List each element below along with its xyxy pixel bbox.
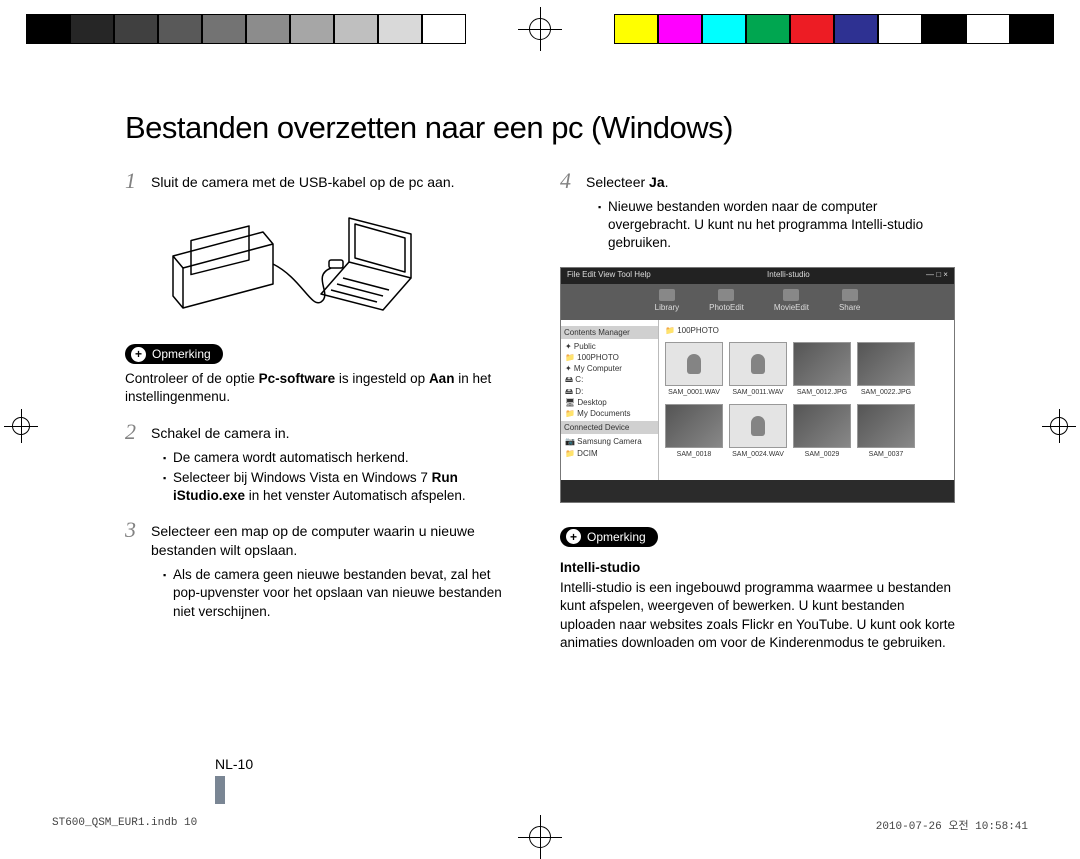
- bullet: De camera wordt automatisch herkend.: [163, 449, 520, 467]
- right-column: 4 Selecteer Ja. Nieuwe bestanden worden …: [560, 170, 955, 666]
- thumbnail: SAM_0011.WAV: [729, 342, 787, 397]
- ss-side-item: 📷 Samsung Camera: [565, 436, 654, 447]
- ss-main: 📁 100PHOTO SAM_0001.WAVSAM_0011.WAVSAM_0…: [659, 320, 954, 480]
- swatch: [422, 14, 466, 44]
- swatch: [70, 14, 114, 44]
- step-number: 4: [560, 170, 586, 192]
- registration-mark-left: [4, 409, 38, 443]
- swatch: [114, 14, 158, 44]
- thumbnail: SAM_0037: [857, 404, 915, 459]
- thumbnail: SAM_0001.WAV: [665, 342, 723, 397]
- ss-side-item: 📁 100PHOTO: [565, 352, 654, 363]
- ss-tab-strip: Library PhotoEdit MovieEdit Share: [561, 284, 954, 320]
- footer-left: ST600_QSM_EUR1.indb 10: [52, 817, 197, 833]
- swatch: [922, 14, 966, 44]
- swatch: [746, 14, 790, 44]
- folder-path: 📁 100PHOTO: [665, 326, 948, 337]
- bullet: Nieuwe bestanden worden naar de computer…: [598, 198, 955, 253]
- note-badge: + Opmerking: [125, 344, 223, 364]
- thumbnail: SAM_0018: [665, 404, 723, 459]
- page-number: NL-10: [215, 756, 253, 804]
- ss-titlebar: File Edit View Tool Help Intelli-studio …: [561, 268, 954, 284]
- swatch: [26, 14, 70, 44]
- left-column: 1 Sluit de camera met de USB-kabel op de…: [125, 170, 520, 666]
- thumbnail: SAM_0029: [793, 404, 851, 459]
- grayscale-swatches: [26, 14, 466, 44]
- ss-side-item: ✦ My Computer: [565, 363, 654, 374]
- page-title: Bestanden overzetten naar een pc (Window…: [125, 110, 955, 146]
- step-number: 1: [125, 170, 151, 192]
- thumbnail: SAM_0024.WAV: [729, 404, 787, 459]
- ss-side-item: 🖥 Desktop: [565, 397, 654, 408]
- swatch: [966, 14, 1010, 44]
- bullet: Selecteer bij Windows Vista en Windows 7…: [163, 469, 520, 505]
- ss-tab: PhotoEdit: [709, 289, 744, 314]
- note-badge: + Opmerking: [560, 527, 658, 547]
- footer-right: 2010-07-26 오전 10:58:41: [876, 817, 1028, 833]
- swatch: [702, 14, 746, 44]
- swatch: [202, 14, 246, 44]
- swatch: [378, 14, 422, 44]
- swatch: [334, 14, 378, 44]
- ss-tab: Library: [655, 289, 679, 314]
- step-4: 4 Selecteer Ja.: [560, 170, 955, 192]
- step-3: 3 Selecteer een map op de computer waari…: [125, 519, 520, 560]
- bullet: Als de camera geen nieuwe bestanden beva…: [163, 566, 520, 621]
- step-4-bullets: Nieuwe bestanden worden naar de computer…: [598, 198, 955, 253]
- note2-heading: Intelli-studio: [560, 559, 955, 577]
- swatch: [158, 14, 202, 44]
- page-number-bar: [215, 776, 225, 804]
- note-text: Controleer of de optie Pc-software is in…: [125, 370, 520, 406]
- ss-footer: [561, 480, 954, 502]
- plus-icon: +: [131, 347, 146, 362]
- step-text: Selecteer een map op de computer waarin …: [151, 519, 520, 560]
- swatch: [290, 14, 334, 44]
- swatch: [878, 14, 922, 44]
- swatch: [246, 14, 290, 44]
- plus-icon: +: [566, 529, 581, 544]
- ss-side-item: 🖴 D:: [565, 386, 654, 397]
- step-number: 3: [125, 519, 151, 560]
- ss-tab: Share: [839, 289, 860, 314]
- note2-text: Intelli-studio is een ingebouwd programm…: [560, 579, 955, 652]
- step-2: 2 Schakel de camera in.: [125, 421, 520, 443]
- ss-side-item: 📁 My Documents: [565, 408, 654, 419]
- registration-mark-top: [518, 7, 562, 51]
- thumbnail: SAM_0022.JPG: [857, 342, 915, 397]
- swatch: [1010, 14, 1054, 44]
- print-footer: ST600_QSM_EUR1.indb 10 2010-07-26 오전 10:…: [52, 817, 1028, 833]
- registration-mark-right: [1042, 409, 1076, 443]
- step-1: 1 Sluit de camera met de USB-kabel op de…: [125, 170, 520, 192]
- camera-usb-laptop-illustration: [161, 198, 421, 328]
- step-2-bullets: De camera wordt automatisch herkend. Sel…: [163, 449, 520, 506]
- ss-side-item: 🖴 C:: [565, 374, 654, 385]
- printer-colorbar-top: [0, 14, 1080, 44]
- step-text: Selecteer Ja.: [586, 170, 669, 192]
- step-number: 2: [125, 421, 151, 443]
- step-text: Schakel de camera in.: [151, 421, 290, 443]
- page-content: Bestanden overzetten naar een pc (Window…: [125, 110, 955, 666]
- ss-side-item: ✦ Public: [565, 341, 654, 352]
- color-swatches: [614, 14, 1054, 44]
- note-label: Opmerking: [152, 346, 211, 362]
- swatch: [790, 14, 834, 44]
- thumbnail: SAM_0012.JPG: [793, 342, 851, 397]
- note-label: Opmerking: [587, 529, 646, 545]
- ss-sidebar: Contents Manager ✦ Public 📁 100PHOTO✦ My…: [561, 320, 659, 480]
- swatch: [614, 14, 658, 44]
- swatch: [658, 14, 702, 44]
- intelli-studio-screenshot: File Edit View Tool Help Intelli-studio …: [560, 267, 955, 503]
- swatch: [834, 14, 878, 44]
- step-text: Sluit de camera met de USB-kabel op de p…: [151, 170, 455, 192]
- ss-tab: MovieEdit: [774, 289, 809, 314]
- ss-side-item: 📁 DCIM: [565, 448, 654, 459]
- step-3-bullets: Als de camera geen nieuwe bestanden beva…: [163, 566, 520, 621]
